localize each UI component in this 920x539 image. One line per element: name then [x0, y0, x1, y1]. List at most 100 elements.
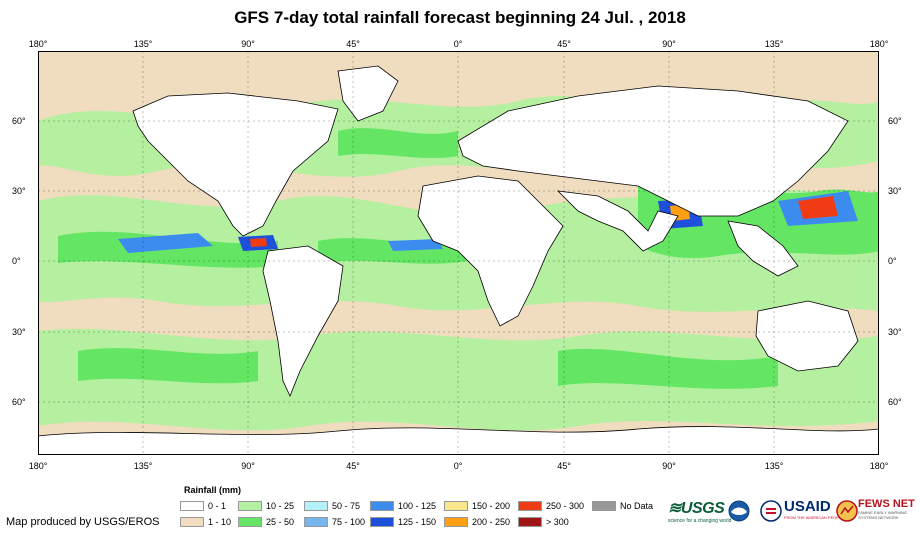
lat-tick-right: 30° — [888, 186, 902, 196]
legend-label: > 300 — [546, 517, 569, 527]
southern-ocean-band — [558, 348, 778, 389]
usaid-tagline: FROM THE AMERICAN PEOPLE — [784, 515, 844, 520]
lon-tick-top: 135° — [133, 39, 153, 49]
noaa-logo — [728, 500, 750, 522]
lon-tick-top: 135° — [764, 39, 784, 49]
lat-tick-right: 60° — [888, 116, 902, 126]
legend-swatch — [370, 517, 394, 527]
lon-tick-top: 45° — [346, 39, 360, 49]
fews-net-icon — [836, 500, 858, 522]
usgs-wordmark: ≋USGS — [668, 500, 725, 517]
legend-swatch — [238, 517, 262, 527]
southeast-asia — [727, 220, 799, 277]
south-america — [262, 245, 344, 398]
usgs-tagline: science for a changing world — [668, 518, 732, 524]
australia — [755, 300, 859, 372]
lon-tick-top: 90° — [241, 39, 255, 49]
usaid-seal-icon — [760, 500, 782, 522]
legend-swatch — [444, 501, 468, 511]
lat-tick-left: 30° — [12, 327, 26, 337]
fews-net-logo: FEWS NET FAMINE EARLY WARNING SYSTEMS NE… — [858, 498, 920, 524]
lon-tick-bottom: 180° — [28, 461, 48, 471]
legend-item: 25 - 50 — [238, 516, 294, 528]
lon-tick-bottom: 135° — [133, 461, 153, 471]
lon-tick-bottom: 45° — [346, 461, 360, 471]
lat-tick-left: 30° — [12, 186, 26, 196]
producer-credit: Map produced by USGS/EROS — [6, 516, 160, 528]
legend-item: 250 - 300 — [518, 500, 584, 512]
fews-net-wordmark: FEWS NET — [858, 498, 915, 510]
legend-title: Rainfall (mm) — [184, 485, 242, 495]
south-pacific-band — [78, 348, 258, 384]
legend-item: > 300 — [518, 516, 569, 528]
antarctica — [38, 426, 879, 455]
legend-item: 100 - 125 — [370, 500, 436, 512]
legend-label: 250 - 300 — [546, 501, 585, 511]
legend-swatch — [518, 501, 542, 511]
lon-tick-bottom: 180° — [869, 461, 889, 471]
legend-label: 1 - 10 — [208, 517, 232, 527]
legend-swatch — [180, 517, 204, 527]
legend-label: 125 - 150 — [398, 517, 437, 527]
lon-tick-top: 90° — [662, 39, 676, 49]
fews-net-tagline: FAMINE EARLY WARNING SYSTEMS NETWORK — [858, 510, 908, 520]
legend-item: 75 - 100 — [304, 516, 365, 528]
africa — [417, 175, 564, 327]
lon-tick-bottom: 90° — [662, 461, 676, 471]
legend-item: 10 - 25 — [238, 500, 294, 512]
lat-tick-left: 60° — [12, 397, 26, 407]
lat-tick-right: 30° — [888, 327, 902, 337]
legend-label: 100 - 125 — [398, 501, 437, 511]
legend-item: No Data — [592, 500, 653, 512]
heavy-rain-atlantic — [388, 239, 443, 251]
lon-tick-bottom: 90° — [241, 461, 255, 471]
land-masses — [38, 65, 879, 455]
lon-tick-top: 0° — [453, 39, 463, 49]
legend-label: 10 - 25 — [266, 501, 295, 511]
legend-label: 75 - 100 — [332, 517, 366, 527]
legend-swatch — [304, 501, 328, 511]
legend-item: 0 - 1 — [180, 500, 226, 512]
lon-tick-top: 45° — [557, 39, 571, 49]
legend-label: 25 - 50 — [266, 517, 295, 527]
lon-tick-bottom: 135° — [764, 461, 784, 471]
heavy-rain-pacific — [118, 233, 213, 253]
graticule — [38, 51, 879, 455]
arabia-india — [556, 190, 679, 252]
legend-swatch — [238, 501, 262, 511]
north-atlantic-band — [338, 128, 458, 159]
usgs-logo: ≋USGS science for a changing world — [668, 498, 731, 524]
legend-label: No Data — [620, 501, 654, 511]
north-america — [132, 92, 339, 237]
legend-item: 200 - 250 — [444, 516, 510, 528]
page-title: GFS 7-day total rainfall forecast beginn… — [234, 8, 686, 27]
legend-label: 150 - 200 — [472, 501, 511, 511]
legend-label: 0 - 1 — [208, 501, 227, 511]
legend-item: 125 - 150 — [370, 516, 436, 528]
usaid-logo: USAID FROM THE AMERICAN PEOPLE — [784, 498, 844, 524]
lat-tick-left: 0° — [12, 256, 21, 266]
legend-swatch — [180, 501, 204, 511]
legend-swatch — [370, 501, 394, 511]
legend-label: 50 - 75 — [332, 501, 361, 511]
eurasia — [457, 85, 849, 217]
lon-tick-bottom: 0° — [453, 461, 463, 471]
legend-swatch — [444, 517, 468, 527]
lat-tick-right: 60° — [888, 397, 902, 407]
extreme-rain-typhoon — [798, 196, 838, 219]
legend-item: 1 - 10 — [180, 516, 231, 528]
itcz-pacific — [58, 231, 278, 268]
legend-item: 50 - 75 — [304, 500, 360, 512]
lat-tick-right: 0° — [888, 256, 897, 266]
map-frame — [38, 51, 879, 455]
legend-item: 150 - 200 — [444, 500, 510, 512]
legend-swatch — [518, 517, 542, 527]
lon-tick-top: 180° — [869, 39, 889, 49]
legend-swatch — [304, 517, 328, 527]
usaid-wordmark: USAID — [784, 498, 831, 515]
legend-label: 200 - 250 — [472, 517, 511, 527]
lon-tick-bottom: 45° — [557, 461, 571, 471]
lat-tick-left: 60° — [12, 116, 26, 126]
rainfall-map — [38, 51, 879, 455]
legend-swatch — [592, 501, 616, 511]
